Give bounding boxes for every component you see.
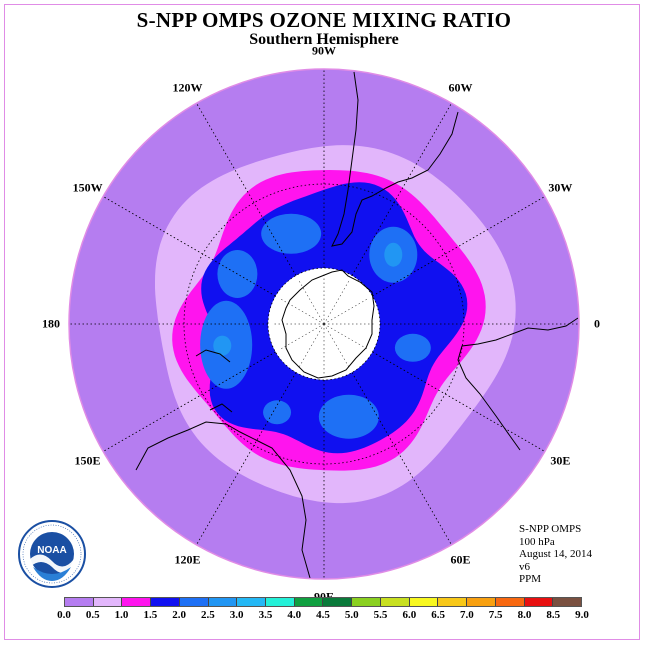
- meridian-line: [372, 196, 546, 297]
- colorbar: [64, 597, 582, 607]
- patch-2.5-3.0: [213, 335, 232, 356]
- colorbar-swatch: [438, 598, 468, 606]
- noaa-logo-icon: NOAA: [18, 520, 86, 588]
- colorbar-tick-label: 6.5: [431, 609, 445, 621]
- colorbar-swatch: [65, 598, 94, 606]
- longitude-label: 60E: [450, 552, 471, 567]
- colorbar-swatch: [323, 598, 353, 606]
- figure-frame: [4, 4, 640, 640]
- longitude-label: 0: [594, 316, 600, 331]
- colorbar-swatch: [524, 598, 554, 606]
- longitude-label: 90W: [312, 43, 336, 58]
- colorbar-swatch: [294, 598, 324, 606]
- colorbar-tick-label: 6.0: [402, 609, 417, 621]
- colorbar-swatch: [266, 598, 295, 606]
- longitude-label: 30W: [548, 180, 573, 194]
- africa-coast: [457, 317, 579, 451]
- colorbar-swatch: [409, 598, 439, 606]
- patch-2.0-2.5: [394, 333, 431, 362]
- graticule: [69, 69, 579, 579]
- info-date: August 14, 2014: [519, 548, 593, 560]
- meridian-line: [196, 102, 297, 276]
- patch-2.0-2.5: [263, 400, 292, 425]
- colorbar-tick-label: 1.5: [143, 609, 158, 621]
- colorbar-swatch: [179, 598, 209, 606]
- map-subtitle: Southern Hemisphere: [249, 31, 399, 48]
- pole-spoke: [323, 323, 350, 368]
- colorbar-swatch: [93, 598, 123, 606]
- colorbar-ticks: 0.0 0.5 1.0 1.5 2.0 2.5 3.0 3.5 4.0 4.5 5.0 5.5 6.0 6…: [57, 609, 589, 623]
- colorbar-tick-label: 7.0: [460, 609, 474, 621]
- colorbar-swatch: [467, 598, 496, 606]
- colorbar-swatch: [151, 598, 180, 606]
- colorbar-tick-label: 3.5: [258, 609, 273, 621]
- longitude-label: 120E: [174, 552, 201, 567]
- pole-spoke: [280, 298, 325, 325]
- colorbar-tick-label: 0.0: [57, 609, 71, 621]
- colorbar-swatch: [553, 598, 581, 606]
- pole-spoke: [323, 298, 368, 325]
- logo-text: NOAA: [37, 545, 66, 556]
- info-version: v6: [519, 560, 530, 573]
- info-instrument: S-NPP OMPS: [519, 523, 582, 535]
- antarctica-coast: [281, 269, 375, 379]
- parallel-line: [267, 267, 381, 381]
- longitude-label: 180: [42, 316, 60, 331]
- colorbar-tick-label: 5.0: [344, 609, 359, 621]
- new-zealand-coast: [195, 349, 231, 363]
- map-title: S-NPP OMPS OZONE MIXING RATIO: [136, 8, 512, 32]
- south-america-coast: [331, 71, 459, 247]
- colorbar-tick-label: 1.0: [114, 609, 129, 621]
- tasmania-coast: [209, 403, 233, 413]
- colorbar-swatch: [237, 598, 267, 606]
- colorbar-tick-label: 2.5: [201, 609, 215, 621]
- meridian-line: [102, 351, 276, 452]
- colorbar-tick-label: 9.0: [575, 609, 589, 621]
- colorbar-swatch: [352, 598, 381, 606]
- colorbar-tick-label: 8.5: [546, 609, 561, 621]
- pole-spoke: [280, 323, 325, 350]
- patch-2.0-2.5: [318, 394, 379, 439]
- colorbar-tick-label: 7.5: [488, 609, 503, 621]
- colorbar-tick-label: 5.5: [373, 609, 388, 621]
- band-2.0-2.5-patches: [200, 213, 431, 439]
- australia-coast: [135, 421, 311, 579]
- colorbar-tick-label: 8.0: [517, 609, 532, 621]
- product-info: S-NPP OMPS 100 hPa August 14, 2014 v6 PP…: [519, 523, 592, 586]
- meridian-line: [102, 196, 276, 297]
- pole-spoke: [323, 280, 350, 325]
- meridian-line: [196, 372, 297, 546]
- longitude-label: 120W: [172, 80, 203, 95]
- ozone-field: [69, 69, 579, 579]
- pole-spoke: [323, 323, 368, 350]
- longitude-label: 30E: [550, 453, 571, 467]
- map-boundary: [68, 68, 580, 580]
- colorbar-tick-label: 0.5: [85, 609, 100, 621]
- patch-2.5-3.0: [384, 242, 403, 267]
- colorbar-swatch: [380, 598, 410, 606]
- meridian-line: [351, 102, 452, 276]
- pole-spoke: [298, 323, 325, 368]
- colorbar-tick-label: 4.5: [316, 609, 330, 621]
- colorbar-tick-label: 2.0: [172, 609, 186, 621]
- meridian-line: [351, 372, 452, 546]
- colorbar-swatch: [208, 598, 238, 606]
- colorbar-swatch: [495, 598, 525, 606]
- patch-2.0-2.5: [217, 250, 258, 298]
- meridian-line: [372, 351, 546, 452]
- parallel-line: [183, 183, 465, 465]
- patch-2.0-2.5: [261, 213, 322, 254]
- colorbar-swatch: [122, 598, 152, 606]
- info-units: PPM: [519, 573, 542, 585]
- longitude-label: 60W: [448, 80, 473, 95]
- pole-spoke: [298, 280, 325, 325]
- longitude-label: 150E: [74, 453, 101, 467]
- info-level: 100 hPa: [519, 535, 555, 548]
- coastlines: [135, 71, 579, 579]
- colorbar-tick-label: 3.0: [229, 609, 244, 621]
- colorbar-tick-label: 4.0: [287, 609, 302, 621]
- longitude-label: 150W: [72, 180, 103, 194]
